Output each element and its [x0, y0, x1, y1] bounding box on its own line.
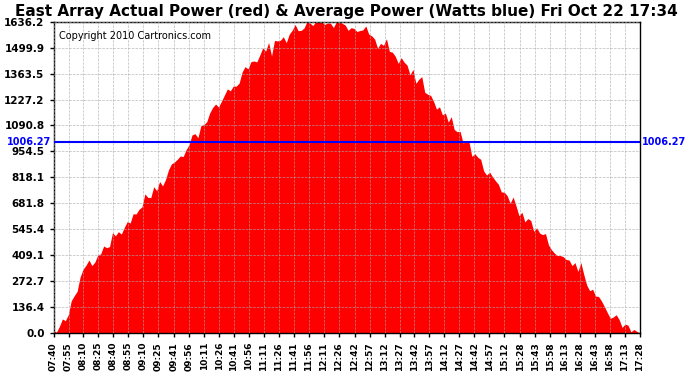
Text: Copyright 2010 Cartronics.com: Copyright 2010 Cartronics.com: [59, 31, 211, 41]
Text: 1006.27: 1006.27: [642, 136, 686, 147]
Title: East Array Actual Power (red) & Average Power (Watts blue) Fri Oct 22 17:34: East Array Actual Power (red) & Average …: [15, 4, 678, 19]
Text: 1006.27: 1006.27: [8, 136, 52, 147]
